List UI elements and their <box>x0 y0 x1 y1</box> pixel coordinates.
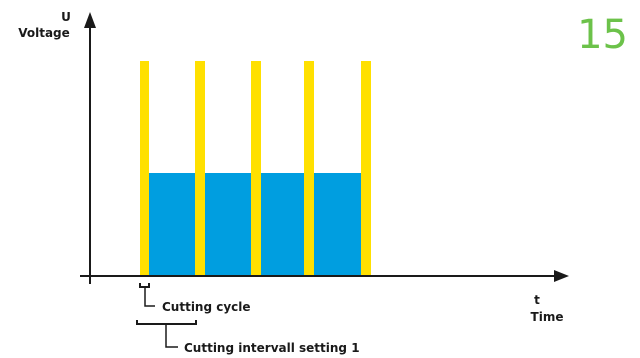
x-axis-symbol: t <box>534 293 540 307</box>
plateau-segment-1 <box>149 173 195 276</box>
voltage-spike-1 <box>140 61 149 276</box>
cutting-cycle-label: Cutting cycle <box>162 300 251 314</box>
x-axis-label: Time <box>531 310 564 324</box>
plateau-segment-4 <box>314 173 361 276</box>
y-axis-symbol: U <box>61 10 71 24</box>
plateau-segment-3 <box>261 173 304 276</box>
cutting-interval-label: Cutting intervall setting 1 <box>184 341 360 355</box>
page-number: 15 <box>577 12 628 58</box>
voltage-spike-3 <box>251 61 261 276</box>
plateau-segment-2 <box>205 173 251 276</box>
x-axis-arrowhead <box>554 270 569 282</box>
cutting-cycle-leader <box>144 287 155 307</box>
y-axis-arrowhead <box>84 12 96 28</box>
y-axis-label: Voltage <box>18 26 70 40</box>
voltage-spike-2 <box>195 61 205 276</box>
cutting-interval-leader <box>165 324 178 348</box>
cutting-interval-bracket <box>136 320 197 325</box>
cutting-cycle-bracket <box>139 283 150 288</box>
voltage-spike-4 <box>304 61 314 276</box>
voltage-spike-5 <box>361 61 371 276</box>
